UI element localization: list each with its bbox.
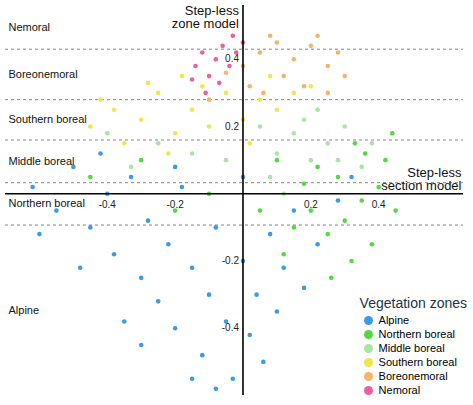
svg-text:0.2: 0.2: [304, 199, 318, 210]
svg-text:Nemoral: Nemoral: [9, 21, 51, 33]
html-text:Alpine: Alpine: [378, 314, 410, 326]
svg-text:-0.4: -0.4: [99, 199, 117, 210]
html-text:Southern boreal: Southern boreal: [378, 356, 457, 368]
html-text:Northern boreal: Northern boreal: [378, 328, 455, 340]
html-text:Vegetation zones: Vegetation zones: [359, 295, 467, 311]
svg-text:Middle boreal: Middle boreal: [9, 155, 75, 167]
svg-text:Southern boreal: Southern boreal: [9, 113, 87, 125]
html-text:Boreonemoral: Boreonemoral: [378, 370, 448, 382]
svg-text:0.4: 0.4: [372, 199, 386, 210]
svg-text:0.2: 0.2: [225, 121, 239, 132]
svg-text:Step-lesszone model: Step-lesszone model: [172, 3, 240, 31]
svg-text:Alpine: Alpine: [9, 304, 40, 316]
svg-text:Step-lesssection model: Step-lesssection model: [381, 165, 462, 193]
html-text:Nemoral: Nemoral: [378, 384, 421, 396]
svg-text:Boreonemoral: Boreonemoral: [9, 68, 78, 80]
svg-text:0.4: 0.4: [225, 53, 239, 64]
svg-text:-0.2: -0.2: [222, 255, 240, 266]
html-text:Middle boreal: Middle boreal: [378, 342, 445, 354]
svg-text:-0.2: -0.2: [167, 199, 185, 210]
svg-text:-0.4: -0.4: [222, 322, 240, 333]
svg-text:Northern boreal: Northern boreal: [9, 197, 85, 209]
